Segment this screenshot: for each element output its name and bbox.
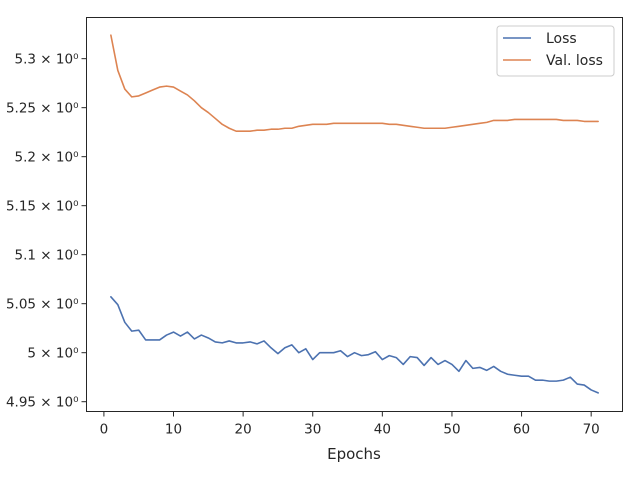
y-tick-label: 5.3 × 10⁰ [15,52,79,68]
y-tick-label: 5.05 × 10⁰ [6,297,79,313]
x-tick-label: 70 [583,422,600,438]
x-tick-label: 40 [374,422,391,438]
x-tick-label: 20 [235,422,252,438]
y-tick-label: 5.1 × 10⁰ [15,248,79,264]
legend: Loss Val. loss [496,25,615,77]
x-tick-label: 10 [165,422,182,438]
y-tick-label: 4.95 × 10⁰ [6,395,79,411]
x-axis-label: Epochs [327,445,381,463]
x-axis-ticks: 0 10 20 30 40 50 60 70 [100,411,600,438]
series-layer [110,34,599,394]
y-tick-label: 5.15 × 10⁰ [6,199,79,215]
series-line-val-loss [110,34,599,132]
legend-label-loss: Loss [546,31,577,47]
y-tick-label: 5 × 10⁰ [27,346,78,362]
y-axis-ticks: 4.95 × 10⁰ 5 × 10⁰ 5.05 × 10⁰ 5.1 × 10⁰ 5.15… [6,52,87,411]
x-tick-label: 0 [100,422,109,438]
legend-label-val-loss: Val. loss [546,53,603,69]
series-line-loss [110,296,599,394]
x-tick-label: 50 [443,422,460,438]
y-tick-label: 5.25 × 10⁰ [6,101,79,117]
y-tick-label: 5.2 × 10⁰ [15,150,79,166]
x-tick-label: 30 [304,422,321,438]
plot-frame [86,17,623,412]
x-tick-label: 60 [513,422,530,438]
